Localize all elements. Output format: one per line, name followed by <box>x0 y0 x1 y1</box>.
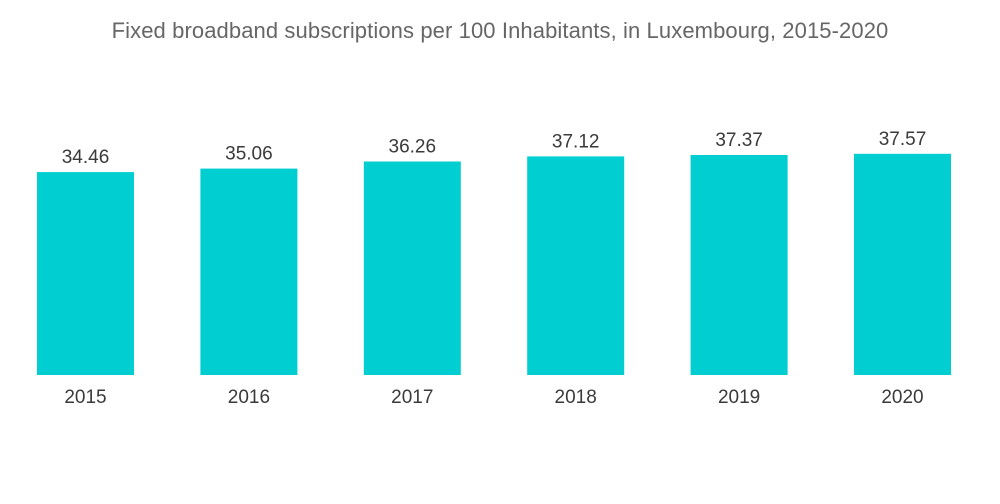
x-tick-label-2018: 2018 <box>555 387 597 408</box>
x-tick-label-2017: 2017 <box>391 387 433 408</box>
chart-title: Fixed broadband subscriptions per 100 In… <box>111 18 889 43</box>
bar-2015 <box>37 172 134 375</box>
x-tick-label-2015: 2015 <box>64 387 106 408</box>
bar-2018 <box>527 156 625 375</box>
x-axis-ticks: 2015 2016 2017 2018 2019 2020 <box>64 387 923 408</box>
value-label-2015: 34.46 <box>62 147 110 168</box>
value-label-2018: 37.12 <box>552 131 600 152</box>
x-tick-label-2020: 2020 <box>881 387 923 408</box>
value-label-2016: 35.06 <box>225 144 273 165</box>
value-label-2019: 37.37 <box>715 130 763 151</box>
bar-2020 <box>854 153 951 375</box>
x-tick-label-2019: 2019 <box>718 387 760 408</box>
bars-layer <box>37 153 951 375</box>
bar-2017 <box>363 161 461 375</box>
x-tick-label-2016: 2016 <box>228 387 270 408</box>
bar-2019 <box>690 155 788 375</box>
value-label-2017: 36.26 <box>389 137 437 158</box>
bar-2016 <box>200 168 298 375</box>
value-label-2020: 37.57 <box>879 129 927 150</box>
value-labels-layer: 34.46 35.06 36.26 37.12 37.37 37.57 <box>62 129 927 168</box>
